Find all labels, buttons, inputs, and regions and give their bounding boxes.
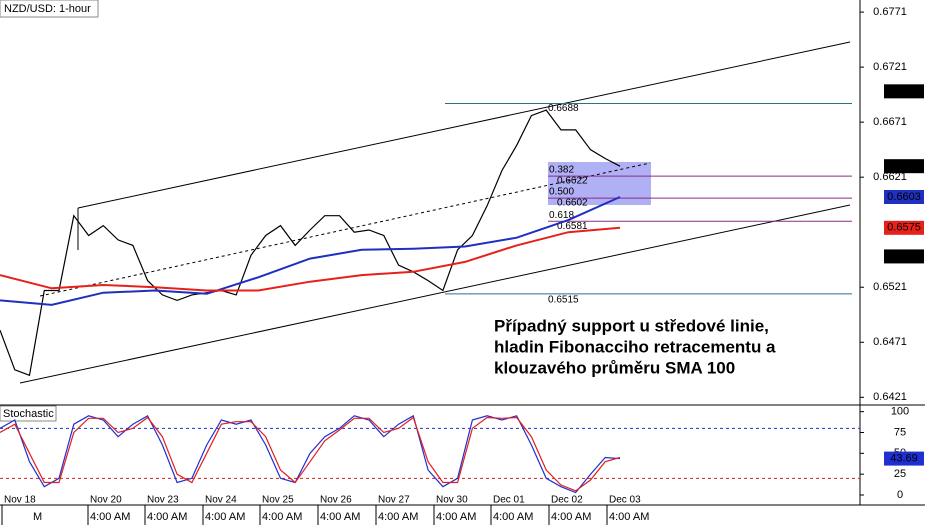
y-tick-label: 0.6771 bbox=[873, 6, 907, 18]
x-sub-label: 4:00 AM bbox=[378, 511, 418, 523]
chart-title: NZD/USD: 1-hour bbox=[4, 3, 91, 15]
x-sub-label: 4:00 AM bbox=[147, 511, 187, 523]
x-tick-label: Nov 20 bbox=[90, 495, 122, 506]
stoch-tick-label: 100 bbox=[891, 406, 909, 418]
x-sub-label: 4:00 AM bbox=[90, 511, 130, 523]
channel-mid bbox=[39, 162, 651, 297]
x-sub-label: 4:00 AM bbox=[262, 511, 302, 523]
x-tick-label: Nov 23 bbox=[147, 495, 179, 506]
fib-ratio-label: 0.618 bbox=[549, 210, 574, 221]
x-tick-label: Nov 30 bbox=[436, 495, 468, 506]
price-badge bbox=[884, 84, 924, 99]
fib-price-label: 0.6622 bbox=[557, 176, 588, 187]
x-sub-label: 4:00 AM bbox=[493, 511, 533, 523]
price-badge-label: 0.6549 bbox=[887, 250, 921, 262]
stoch-badge bbox=[884, 451, 924, 466]
fib-price-label: 0.6515 bbox=[548, 294, 579, 305]
x-tick-label: Nov 24 bbox=[205, 495, 237, 506]
fib-price-label: 0.6581 bbox=[557, 221, 588, 232]
stoch-tick-label: 0 bbox=[897, 489, 903, 501]
stoch-title-box bbox=[0, 405, 57, 422]
stoch-line bbox=[0, 416, 621, 492]
x-sub-label: M bbox=[33, 511, 42, 523]
price-badge-label: 0.6631 bbox=[887, 160, 921, 172]
price-line bbox=[0, 196, 621, 306]
price-badge-label: 0.6699 bbox=[887, 85, 921, 97]
x-sub-label: 4:00 AM bbox=[320, 511, 360, 523]
fib-ratio-label: 0.500 bbox=[549, 187, 574, 198]
x-tick-label: Dec 03 bbox=[609, 495, 641, 506]
x-tick-label: Dec 02 bbox=[551, 495, 583, 506]
y-tick-label: 0.6671 bbox=[873, 116, 907, 128]
x-tick-label: Nov 25 bbox=[262, 495, 294, 506]
channel-lower bbox=[19, 204, 851, 384]
price-badge bbox=[884, 220, 924, 235]
y-tick-label: 0.6721 bbox=[873, 61, 907, 73]
stoch-line bbox=[0, 414, 621, 494]
price-badge bbox=[884, 159, 924, 174]
price-badge bbox=[884, 189, 924, 204]
fib-price-label: 0.6602 bbox=[557, 198, 588, 209]
annotation: Případný support u středové linie, bbox=[494, 316, 769, 335]
y-tick-label: 0.6521 bbox=[873, 281, 907, 293]
annotation: klouzavého průměru SMA 100 bbox=[494, 358, 735, 377]
annotation: hladin Fibonacciho retracementu a bbox=[494, 337, 776, 356]
x-tick-label: Dec 01 bbox=[493, 495, 525, 506]
price-line bbox=[0, 109, 621, 377]
x-sub-label: 4:00 AM bbox=[205, 511, 245, 523]
stoch-tick-label: 25 bbox=[894, 468, 906, 480]
stoch-tick-label: 75 bbox=[894, 426, 906, 438]
channel-upper bbox=[77, 41, 851, 209]
fib-price-label: 0.6688 bbox=[548, 103, 579, 114]
x-tick-label: Nov 18 bbox=[4, 495, 36, 506]
fib-ratio-label: 0.382 bbox=[549, 165, 574, 176]
stoch-title: Stochastic bbox=[3, 408, 54, 420]
price-line bbox=[0, 226, 621, 292]
price-badge-label: 0.6603 bbox=[887, 191, 921, 203]
price-badge-label: 0.6575 bbox=[887, 222, 921, 234]
x-tick-label: Nov 26 bbox=[320, 495, 352, 506]
y-tick-label: 0.6421 bbox=[873, 391, 907, 403]
x-sub-label: 4:00 AM bbox=[551, 511, 591, 523]
price-badge bbox=[884, 249, 924, 264]
title-box bbox=[0, 0, 99, 18]
y-tick-label: 0.6621 bbox=[873, 171, 907, 183]
y-tick-label: 0.6471 bbox=[873, 336, 907, 348]
x-sub-label: 4:00 AM bbox=[609, 511, 649, 523]
stoch-badge-label: 43.69 bbox=[890, 452, 918, 464]
x-tick-label: Nov 27 bbox=[378, 495, 410, 506]
x-sub-label: 4:00 AM bbox=[436, 511, 476, 523]
